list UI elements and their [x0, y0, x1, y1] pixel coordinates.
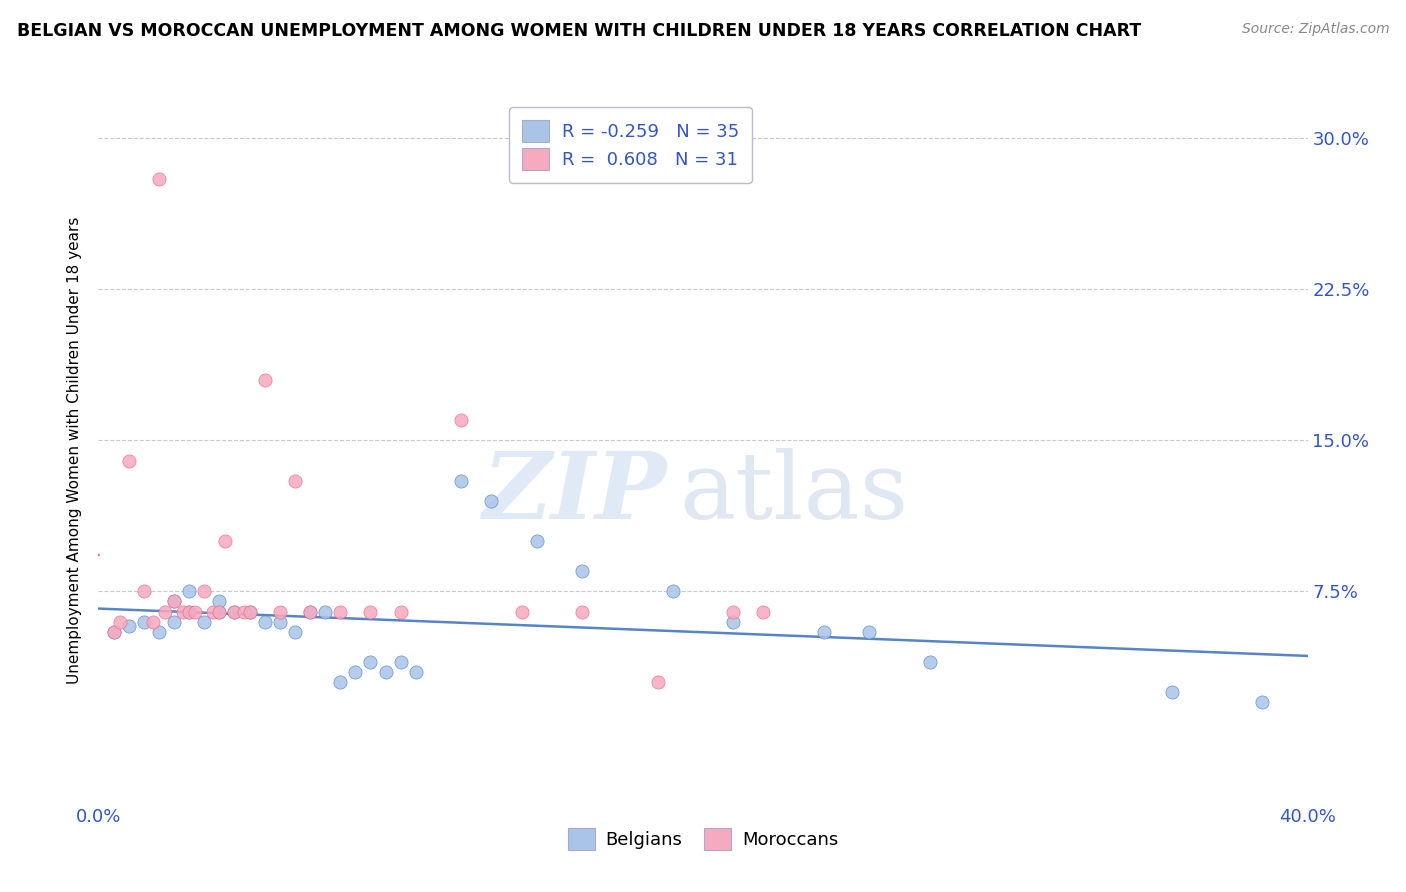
Point: [858, 624, 880, 639]
Point: [118, 618, 141, 632]
Point: [510, 605, 533, 619]
Point: [253, 615, 276, 629]
Point: [239, 605, 262, 619]
Point: [526, 534, 548, 549]
Point: [813, 624, 835, 639]
Point: [202, 605, 225, 619]
Point: [314, 605, 336, 619]
Point: [329, 605, 352, 619]
Point: [571, 605, 593, 619]
Point: [163, 594, 186, 608]
Point: [450, 474, 472, 488]
Point: [193, 584, 215, 599]
Point: [389, 605, 412, 619]
Y-axis label: Unemployment Among Women with Children Under 18 years: Unemployment Among Women with Children U…: [67, 217, 83, 684]
Point: [1251, 695, 1274, 709]
Legend: Belgians, Moroccans: Belgians, Moroccans: [561, 821, 845, 857]
Point: [269, 615, 291, 629]
Point: [184, 605, 207, 619]
Point: [481, 493, 503, 508]
Point: [360, 655, 382, 669]
Point: [224, 605, 246, 619]
Point: [214, 534, 236, 549]
Point: [723, 605, 745, 619]
Point: [103, 624, 125, 639]
Point: [142, 615, 165, 629]
Point: [208, 605, 231, 619]
Point: [360, 605, 382, 619]
Point: [132, 615, 155, 629]
Point: [661, 584, 683, 599]
Point: [103, 624, 125, 639]
Point: [571, 564, 593, 578]
Point: [232, 605, 254, 619]
Point: [918, 655, 941, 669]
Point: [723, 615, 745, 629]
Point: [299, 605, 322, 619]
Point: [148, 624, 170, 639]
Point: [224, 605, 246, 619]
Point: [108, 615, 131, 629]
Point: [132, 584, 155, 599]
Point: [647, 675, 669, 690]
Point: [450, 413, 472, 427]
Point: [374, 665, 396, 679]
Point: [329, 675, 352, 690]
Point: [389, 655, 412, 669]
Point: [208, 605, 231, 619]
Text: atlas: atlas: [679, 448, 908, 538]
Point: [299, 605, 322, 619]
Point: [284, 474, 307, 488]
Point: [1160, 685, 1182, 699]
Point: [179, 584, 201, 599]
Point: [163, 615, 186, 629]
Text: Source: ZipAtlas.com: Source: ZipAtlas.com: [1241, 22, 1389, 37]
Point: [179, 605, 201, 619]
Point: [253, 373, 276, 387]
Point: [284, 624, 307, 639]
Text: ZIP: ZIP: [482, 448, 666, 538]
Point: [148, 171, 170, 186]
Point: [239, 605, 262, 619]
Point: [163, 594, 186, 608]
Point: [172, 605, 194, 619]
Point: [179, 605, 201, 619]
Point: [752, 605, 775, 619]
Point: [193, 615, 215, 629]
Point: [344, 665, 367, 679]
Point: [405, 665, 427, 679]
Point: [153, 605, 176, 619]
Point: [118, 453, 141, 467]
Text: BELGIAN VS MOROCCAN UNEMPLOYMENT AMONG WOMEN WITH CHILDREN UNDER 18 YEARS CORREL: BELGIAN VS MOROCCAN UNEMPLOYMENT AMONG W…: [17, 22, 1142, 40]
Point: [208, 594, 231, 608]
Point: [269, 605, 291, 619]
